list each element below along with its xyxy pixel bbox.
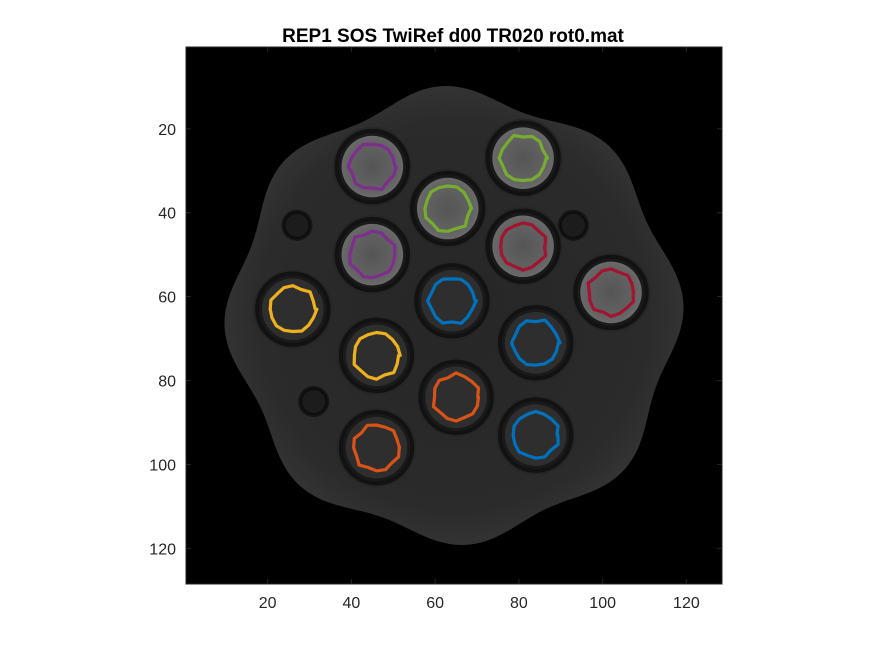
phantom-hole-inner xyxy=(559,211,587,239)
vial xyxy=(332,214,413,295)
vial xyxy=(336,407,417,488)
image-axes xyxy=(186,47,722,584)
y-axis: 20 40 60 80 100 120 xyxy=(149,122,722,558)
axes-box xyxy=(185,46,723,585)
roi-outline xyxy=(352,330,402,381)
roi-outline xyxy=(352,423,402,473)
roi-outline xyxy=(348,229,397,280)
phantom-hole-inner xyxy=(300,387,328,416)
vial xyxy=(408,168,488,249)
x-tick-label: 20 xyxy=(259,595,277,612)
roi-outline xyxy=(586,267,636,319)
phantom-hole-inner xyxy=(283,211,311,239)
y-tick-label: 40 xyxy=(158,206,176,223)
vial xyxy=(332,126,413,207)
x-tick-label: 100 xyxy=(589,595,616,612)
roi-outline xyxy=(423,184,474,233)
y-tick-label: 80 xyxy=(158,374,176,391)
roi-outline xyxy=(425,277,478,325)
vial xyxy=(495,303,576,383)
roi-outline xyxy=(268,284,319,334)
roi-outline xyxy=(497,133,550,183)
y-tick-label: 120 xyxy=(149,541,176,558)
x-tick-label: 60 xyxy=(426,595,444,612)
vial xyxy=(571,252,651,333)
roi-outline xyxy=(499,221,548,272)
vial xyxy=(483,206,563,286)
roi-outline xyxy=(511,409,560,460)
vial xyxy=(336,315,417,396)
y-tick-label: 100 xyxy=(149,457,176,474)
y-tick-label: 60 xyxy=(158,290,176,307)
x-tick-label: 120 xyxy=(673,595,700,612)
vial xyxy=(412,261,492,341)
roi-outline xyxy=(431,371,481,423)
roi-outline xyxy=(509,318,562,367)
x-axis: 20 40 60 80 100 120 xyxy=(259,47,700,612)
vial xyxy=(253,269,333,349)
x-tick-label: 40 xyxy=(343,595,361,612)
vial xyxy=(483,118,563,198)
vial xyxy=(416,357,496,438)
x-tick-label: 80 xyxy=(510,595,528,612)
y-tick-label: 20 xyxy=(158,122,176,139)
roi-outline xyxy=(346,142,398,191)
chart-title: REP1 SOS TwiRef d00 TR020 rot0.mat xyxy=(282,26,624,47)
vial xyxy=(495,395,576,475)
